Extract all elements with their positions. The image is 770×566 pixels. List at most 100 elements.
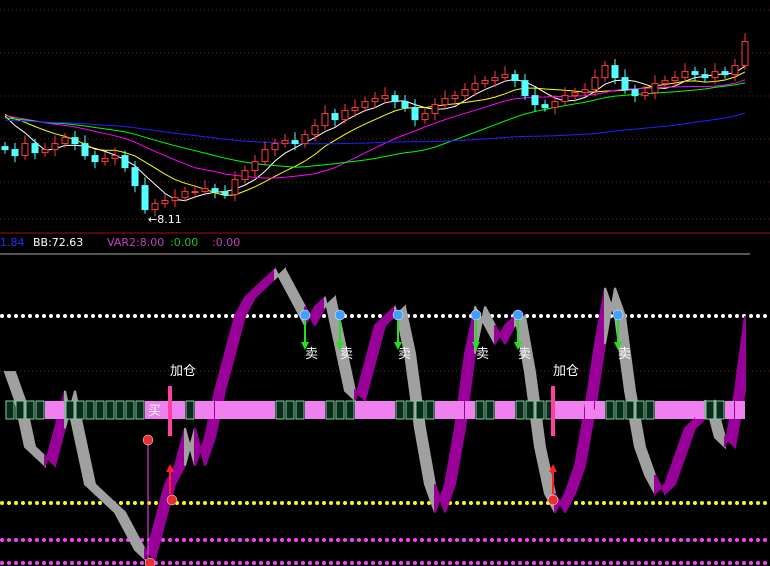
down-arrow-head [514,342,522,350]
strip-box [615,400,625,420]
level-dot [637,561,641,565]
level-dot [182,538,186,542]
candle-body [41,149,49,154]
rise-ribbon [244,285,256,317]
level-dot [385,538,389,542]
signal-ball [142,434,154,446]
rise-ribbon [364,325,376,401]
level-dot [203,561,207,565]
level-dot [161,538,165,542]
level-dot [427,314,431,318]
level-dot [588,314,592,318]
rise-ribbon [144,521,156,562]
level-dot [518,501,522,505]
ma60-line [4,112,746,145]
level-dot [749,538,753,542]
level-dot [658,561,662,565]
level-dot [448,314,452,318]
candle-body [481,80,489,85]
rise-ribbon [574,409,586,494]
level-dot [651,501,655,505]
strip-box [345,400,355,420]
candle-body [321,113,329,127]
strip-pink [505,401,515,419]
rise-ribbon [194,427,206,466]
candle-body [351,107,359,112]
candle-body [721,71,729,76]
candle-body [521,80,529,97]
candle-body [531,95,539,106]
level-dot [567,538,571,542]
level-dot [98,314,102,318]
level-dot [77,561,81,565]
level-dot [763,538,767,542]
level-dot [161,561,165,565]
strip-box [135,400,145,420]
candle-body [451,95,459,100]
level-dot [749,314,753,318]
level-dot [721,314,725,318]
down-arrow-head [394,342,402,350]
level-dot [630,314,634,318]
level-dot [63,561,67,565]
level-dot [42,538,46,542]
level-dot [189,561,193,565]
level-dot [693,314,697,318]
level-dot [280,538,284,542]
candle-body [461,89,469,97]
strip-pink [55,401,65,419]
level-dot [728,561,732,565]
level-dot [462,561,466,565]
level-dot [413,501,417,505]
level-dot [119,561,123,565]
candle-body [491,77,499,82]
level-dot [350,538,354,542]
rise-ribbon [354,362,366,403]
level-dot [539,314,543,318]
candle-body [261,149,269,163]
level-dot [273,314,277,318]
level-dot [707,314,711,318]
level-dot [497,501,501,505]
level-dot [427,561,431,565]
level-dot [623,538,627,542]
level-dot [21,314,25,318]
candle-body [651,83,659,94]
level-dot [679,501,683,505]
strip-pink [675,401,685,419]
level-dot [693,561,697,565]
level-dot [112,538,116,542]
level-dot [364,538,368,542]
level-dot [350,314,354,318]
level-dot [609,538,613,542]
level-dot [217,561,221,565]
candle-body [681,71,689,79]
level-dot [294,538,298,542]
level-dot [693,538,697,542]
level-dot [266,561,270,565]
level-dot [7,561,11,565]
level-dot [280,314,284,318]
candle-body [51,143,59,151]
indicator-var2: VAR2:8.00 [107,236,165,249]
level-dot [252,501,256,505]
level-dot [35,314,39,318]
level-dot [98,501,102,505]
level-dot [322,501,326,505]
level-dot [329,538,333,542]
candle-body [131,167,139,187]
buy-label: 买 [148,404,161,419]
level-dot [420,501,424,505]
strip-box [105,400,115,420]
strip-pink [155,401,165,419]
strip-box [25,400,35,420]
candle-body [311,125,319,136]
level-dot [406,501,410,505]
indicator-bb: BB:72.63 [33,236,84,249]
level-dot [504,538,508,542]
sell-label: 卖 [518,347,531,362]
level-dot [56,538,60,542]
candle-body [121,155,129,169]
level-dot [497,538,501,542]
signal-ball [166,494,178,506]
